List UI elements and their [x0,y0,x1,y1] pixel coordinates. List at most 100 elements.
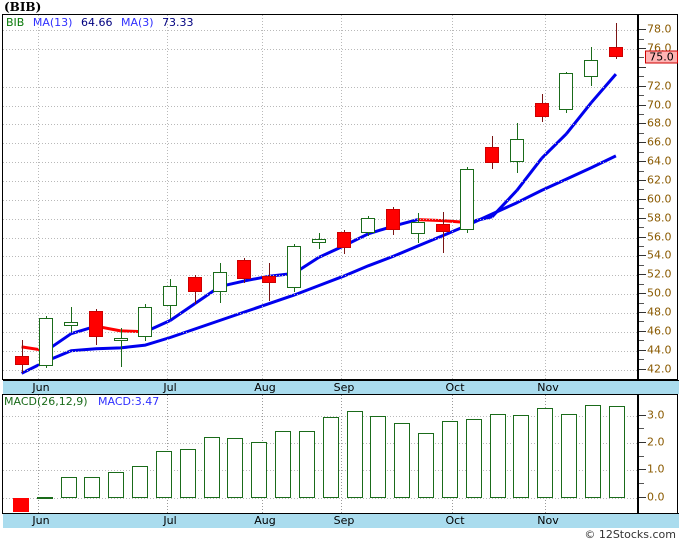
price-month-gridline [262,15,263,379]
candle-body [64,322,78,327]
ma-short-segment [515,157,543,192]
price-y-tick [639,312,646,313]
candle-body [39,317,53,366]
candle-body [114,337,128,342]
macd-y-tick [639,497,646,498]
macd-legend-name: MACD(26,12,9) [4,395,88,408]
price-gridline [3,351,637,352]
macd-y-tick-label: 3.0 [647,408,665,422]
price-y-minor-tick [639,284,644,285]
macd-month-label: Aug [254,514,276,527]
price-month-gridline [167,15,168,379]
macd-gridline [3,498,637,499]
candle-body [460,168,474,230]
macd-bar [370,416,386,498]
candle-body [188,277,202,293]
candle-body [138,307,152,337]
candle-body [213,272,227,293]
price-gridline [3,106,637,107]
macd-bar [251,441,267,498]
price-y-tick-label: 62.0 [647,173,672,187]
price-gridline [3,30,637,31]
price-gridline [3,143,637,144]
price-y-tick [639,350,646,351]
price-y-tick [639,86,646,87]
candle-body [411,222,425,234]
price-y-tick [639,369,646,370]
macd-bar [323,416,339,498]
legend-ma-short-label: MA(3) [120,16,154,29]
candle-body [559,73,573,111]
price-y-tick-label: 60.0 [647,192,672,206]
price-y-tick [639,331,646,332]
candle-body [584,60,598,78]
price-gridline [3,332,637,333]
macd-y-tick-label: 0.0 [647,490,665,504]
macd-month-label: Sep [333,514,355,527]
price-month-gridline [341,15,342,379]
candle-body [609,47,623,58]
macd-bar [84,476,100,498]
price-y-tick-label: 78.0 [647,22,672,36]
macd-y-tick [639,415,646,416]
current-price-tag: 75.0 [645,50,678,64]
macd-month-label: Jun [32,514,50,527]
macd-gridline [3,416,637,417]
price-y-minor-tick [639,359,644,360]
macd-legend-value: MACD:3.47 [98,395,160,408]
macd-y-tick [639,442,646,443]
price-y-tick-label: 70.0 [647,98,672,112]
legend-ma-long-value: 64.66 [80,16,113,29]
macd-bar [561,413,577,498]
price-month-label: Aug [254,381,276,394]
macd-gridline [3,470,637,471]
price-y-tick [639,255,646,256]
macd-month-label: Jul [163,514,177,527]
macd-bar [537,407,553,498]
macd-bar [108,471,124,498]
price-y-tick-label: 42.0 [647,362,672,376]
candle-body [485,147,499,164]
macd-month-axis: Jun Jul Aug Sep Oct Nov [3,513,679,528]
price-gridline [3,256,637,257]
candle-wick [443,212,444,253]
macd-y-minor-tick [639,483,644,484]
price-y-minor-tick [639,171,644,172]
macd-bar [466,418,482,498]
price-y-tick [639,67,646,68]
candle-body [535,102,549,117]
price-y-tick [639,105,646,106]
candle-body [15,356,29,365]
candle-wick [121,328,122,367]
price-gridline [3,162,637,163]
price-y-tick-label: 72.0 [647,79,672,93]
macd-bar [61,477,77,498]
price-y-tick [639,142,646,143]
price-y-minor-tick [639,114,644,115]
price-gridline [3,275,637,276]
candle-body [386,209,400,230]
price-month-axis: Jun Jul Aug Sep Oct Nov [3,380,679,394]
candle-body [163,285,177,307]
ma-short-segment [491,189,518,218]
price-y-minor-tick [639,321,644,322]
title-bar: (BIB) [0,0,680,15]
candle-body [262,276,276,283]
candle-wick [616,23,617,60]
macd-bar [609,405,625,498]
price-y-tick [639,123,646,124]
macd-bar [13,497,29,512]
macd-legend: MACD(26,12,9) MACD:3.47 [4,395,159,408]
legend-ma-long-label: MA(13) [32,16,73,29]
macd-bar [347,411,363,498]
price-y-minor-tick [639,76,644,77]
macd-y-tick-label: 2.0 [647,435,665,449]
macd-bar [180,449,196,498]
price-gridline [3,49,637,50]
price-y-tick [639,48,646,49]
macd-bar [442,420,458,498]
ma-long-line [20,154,617,375]
macd-bar [37,496,53,499]
macd-month-gridline [38,395,39,513]
price-y-minor-tick [639,189,644,190]
